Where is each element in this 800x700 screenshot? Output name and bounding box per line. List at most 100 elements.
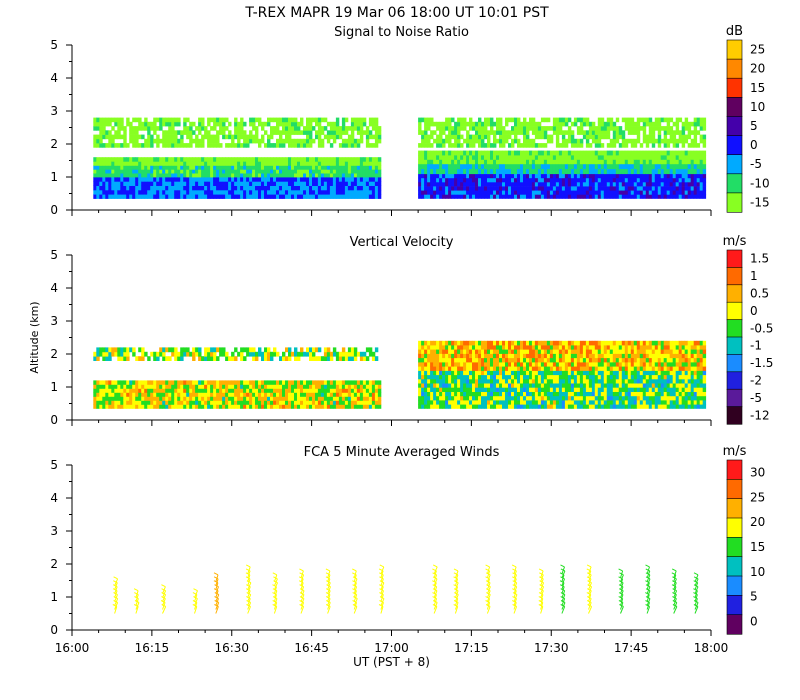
data-cell bbox=[511, 117, 515, 123]
data-cell bbox=[499, 383, 503, 388]
data-cell bbox=[606, 378, 611, 384]
data-cell bbox=[138, 143, 142, 148]
data-cell bbox=[451, 163, 455, 170]
data-cell bbox=[523, 404, 527, 409]
data-cell bbox=[558, 177, 563, 183]
data-cell bbox=[573, 383, 578, 388]
data-cell bbox=[222, 169, 226, 174]
data-cell bbox=[335, 189, 340, 195]
data-cell bbox=[156, 396, 160, 401]
data-cell bbox=[487, 130, 491, 135]
data-cell bbox=[696, 130, 701, 135]
data-cell bbox=[439, 345, 443, 350]
data-cell bbox=[493, 168, 497, 175]
data-cell bbox=[502, 186, 506, 191]
data-cell bbox=[597, 357, 602, 363]
data-cell bbox=[514, 173, 518, 179]
data-cell bbox=[561, 404, 566, 409]
data-cell bbox=[561, 117, 566, 123]
data-cell bbox=[609, 155, 614, 160]
data-cell bbox=[454, 349, 458, 354]
data-cell bbox=[204, 388, 208, 393]
data-cell bbox=[93, 121, 97, 127]
data-cell bbox=[111, 181, 115, 186]
data-cell bbox=[198, 121, 202, 127]
data-cell bbox=[451, 400, 455, 405]
data-cell bbox=[585, 395, 590, 401]
data-cell bbox=[338, 400, 343, 405]
data-cell bbox=[588, 383, 593, 388]
data-cell bbox=[436, 168, 440, 175]
data-cell bbox=[591, 349, 596, 354]
data-cell bbox=[451, 366, 455, 371]
data-cell bbox=[171, 384, 175, 389]
data-cell bbox=[258, 185, 262, 191]
data-cell bbox=[219, 351, 223, 357]
data-cell bbox=[332, 194, 337, 199]
data-cell bbox=[123, 388, 127, 393]
data-cell bbox=[636, 121, 641, 127]
data-cell bbox=[294, 117, 298, 123]
data-cell bbox=[326, 173, 331, 178]
data-cell bbox=[243, 161, 247, 166]
data-cell bbox=[678, 168, 683, 175]
data-cell bbox=[105, 388, 109, 393]
panel-title: Signal to Noise Ratio bbox=[334, 25, 469, 40]
data-cell bbox=[633, 130, 638, 135]
data-cell bbox=[561, 353, 566, 359]
data-cell bbox=[338, 185, 343, 191]
data-cell bbox=[138, 400, 142, 405]
data-cell bbox=[294, 173, 298, 178]
data-cell bbox=[499, 340, 503, 346]
data-cell bbox=[315, 388, 319, 393]
data-cell bbox=[156, 392, 160, 397]
data-cell bbox=[306, 351, 310, 357]
data-cell bbox=[448, 370, 452, 376]
data-cell bbox=[591, 134, 596, 140]
data-cell bbox=[204, 396, 208, 401]
data-cell bbox=[546, 378, 551, 384]
data-cell bbox=[445, 168, 449, 175]
data-cell bbox=[210, 143, 214, 148]
data-cell bbox=[237, 194, 241, 199]
data-cell bbox=[270, 165, 274, 170]
data-cell bbox=[487, 340, 491, 346]
data-cell bbox=[433, 349, 437, 354]
data-cell bbox=[168, 189, 172, 195]
data-cell bbox=[448, 345, 452, 350]
data-cell bbox=[117, 388, 121, 393]
data-cell bbox=[457, 138, 461, 144]
data-cell bbox=[597, 366, 602, 371]
data-cell bbox=[359, 388, 364, 393]
data-cell bbox=[243, 388, 247, 393]
data-cell bbox=[457, 121, 461, 127]
data-cell bbox=[588, 186, 593, 191]
data-cell bbox=[702, 159, 707, 165]
data-cell bbox=[300, 173, 304, 178]
data-cell bbox=[126, 189, 130, 195]
data-cell bbox=[135, 157, 139, 162]
data-cell bbox=[654, 126, 659, 131]
data-cell bbox=[231, 351, 235, 357]
data-cell bbox=[99, 117, 103, 123]
data-cell bbox=[141, 400, 145, 405]
data-cell bbox=[585, 349, 590, 354]
data-cell bbox=[564, 159, 569, 165]
data-cell bbox=[183, 404, 187, 409]
data-cell bbox=[174, 356, 178, 361]
data-cell bbox=[186, 392, 190, 397]
data-cell bbox=[267, 392, 271, 397]
data-cell bbox=[687, 186, 692, 191]
data-cell bbox=[240, 117, 244, 123]
data-cell bbox=[195, 400, 199, 405]
data-cell bbox=[207, 388, 211, 393]
data-cell bbox=[582, 181, 587, 187]
data-cell bbox=[264, 351, 268, 357]
data-cell bbox=[243, 143, 247, 148]
data-cell bbox=[531, 177, 536, 183]
data-cell bbox=[282, 177, 286, 182]
data-cell bbox=[487, 387, 491, 392]
data-cell bbox=[621, 194, 626, 199]
data-cell bbox=[576, 126, 581, 131]
data-cell bbox=[225, 157, 229, 162]
